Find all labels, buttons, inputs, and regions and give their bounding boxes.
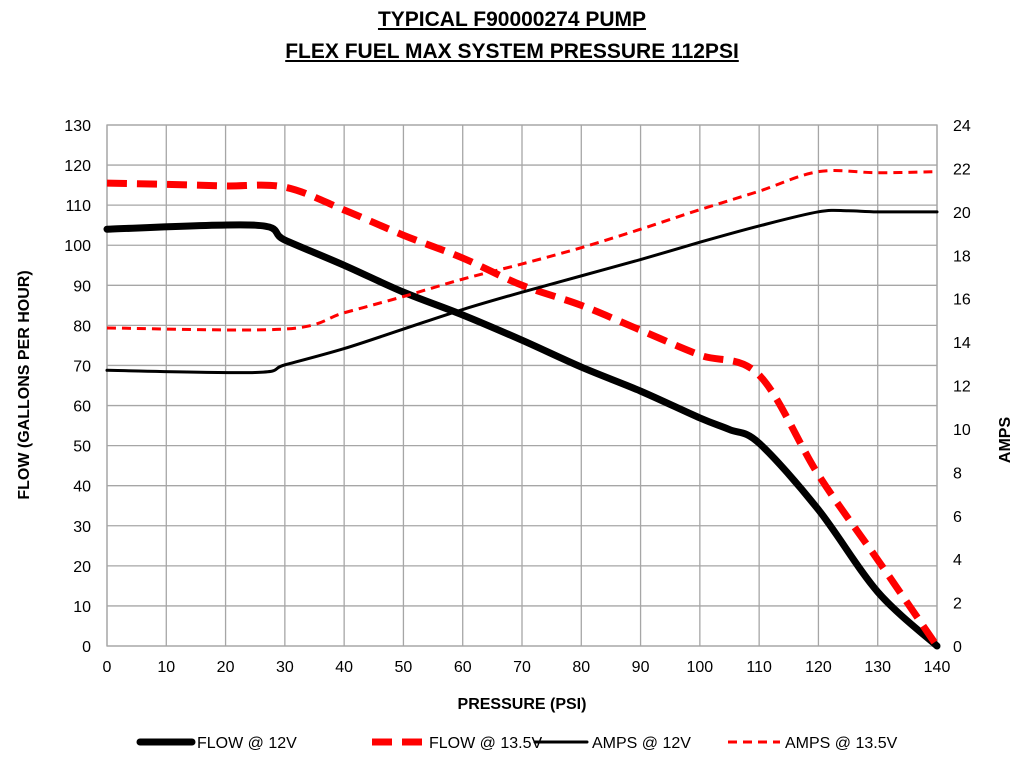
legend: FLOW @ 12V FLOW @ 13.5V AMPS @ 12V AMPS @ 1… <box>136 735 898 752</box>
y2-tick-label: 14 <box>953 335 971 352</box>
y2-tick-label: 16 <box>953 292 971 309</box>
legend-label-0: FLOW @ 12V <box>197 735 297 752</box>
y2-tick-label: 10 <box>953 422 971 439</box>
x-tick-label: 130 <box>864 659 891 676</box>
y-tick-label: 10 <box>73 599 91 616</box>
y2-tick-label: 24 <box>953 118 971 135</box>
x-tick-label: 90 <box>632 659 650 676</box>
y2-tick-label: 6 <box>953 509 962 526</box>
x-tick-label: 40 <box>335 659 353 676</box>
y2-tick-label: 0 <box>953 639 962 656</box>
legend-label-1: FLOW @ 13.5V <box>429 735 542 752</box>
y2-tick-label: 12 <box>953 379 971 396</box>
x-tick-label: 110 <box>746 659 772 676</box>
series-line-1 <box>106 179 940 648</box>
y-tick-label: 0 <box>82 639 91 656</box>
x-axis-label: PRESSURE (PSI) <box>458 696 587 713</box>
y2-tick-label: 20 <box>953 205 971 222</box>
series-line-3 <box>106 169 938 332</box>
y-tick-label: 60 <box>73 399 91 416</box>
plot-border <box>106 124 938 647</box>
x-tick-label: 80 <box>572 659 590 676</box>
x-tick-label: 20 <box>217 659 235 676</box>
x-tick-label: 70 <box>513 659 531 676</box>
x-tick-label: 10 <box>157 659 175 676</box>
y2-tick-label: 8 <box>953 465 962 482</box>
legend-label-3: AMPS @ 13.5V <box>785 735 898 752</box>
y-tick-label: 120 <box>64 158 91 175</box>
y-tick-label: 40 <box>73 479 91 496</box>
y-axis-label: FLOW (GALLONS PER HOUR) <box>16 270 33 499</box>
y-tick-label: 130 <box>64 118 91 135</box>
x-tick-label: 0 <box>103 659 112 676</box>
x-tick-label: 100 <box>687 659 714 676</box>
chart-title: TYPICAL F90000274 PUMP <box>377 8 647 31</box>
series-line-2 <box>105 208 939 375</box>
y-tick-label: 50 <box>73 439 91 456</box>
y-tick-label: 80 <box>73 318 91 335</box>
y-tick-label: 110 <box>65 198 91 215</box>
series-line-0 <box>103 221 941 650</box>
legend-label-2: AMPS @ 12V <box>592 735 691 752</box>
y-tick-label: 20 <box>73 559 91 576</box>
chart-subtitle: FLEX FUEL MAX SYSTEM PRESSURE 112PSI <box>285 40 739 63</box>
y-tick-label: 100 <box>64 238 91 255</box>
y-tick-label: 30 <box>73 519 91 536</box>
y2-axis-label: AMPS <box>997 417 1014 464</box>
y-tick-label: 90 <box>73 278 91 295</box>
x-tick-label: 140 <box>924 659 951 676</box>
y2-tick-label: 2 <box>953 596 962 613</box>
y2-tick-label: 22 <box>953 161 971 178</box>
x-tick-label: 60 <box>454 659 472 676</box>
y2-tick-label: 4 <box>953 552 962 569</box>
y-tick-label: 70 <box>73 358 91 375</box>
x-tick-label: 30 <box>276 659 294 676</box>
x-tick-label: 120 <box>805 659 832 676</box>
x-tick-label: 50 <box>395 659 413 676</box>
y2-tick-label: 18 <box>953 248 971 265</box>
